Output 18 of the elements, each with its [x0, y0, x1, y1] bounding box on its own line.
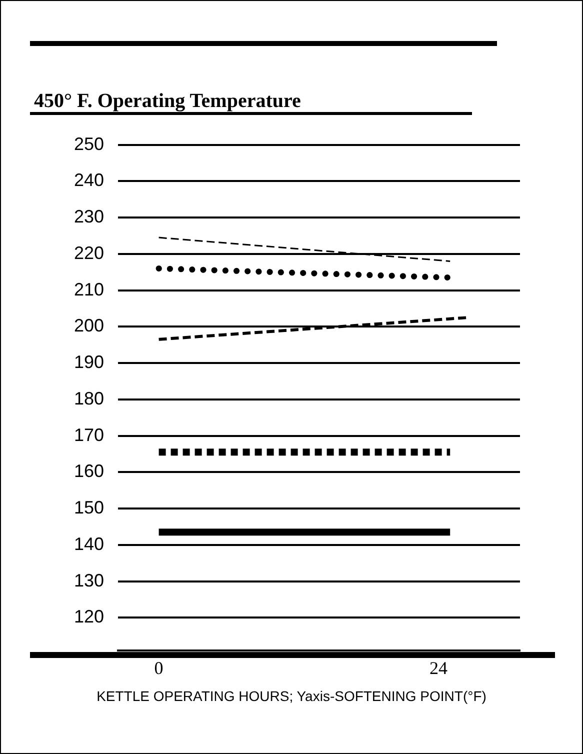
- y-tick-label: 190: [74, 352, 104, 372]
- x-tick-label: 24: [429, 658, 448, 678]
- y-tick-label: 220: [74, 242, 104, 263]
- y-tick-label: 200: [74, 316, 104, 336]
- y-tick-label: 170: [74, 424, 104, 445]
- y-tick-label: 130: [74, 570, 104, 590]
- y-tick-label: 120: [74, 606, 104, 627]
- y-tick-label: 140: [74, 534, 104, 554]
- y-tick-label: 250: [74, 134, 104, 154]
- y-tick-label: 150: [74, 498, 104, 518]
- y-tick-label: 230: [74, 206, 104, 227]
- y-tick-label: 240: [74, 170, 104, 190]
- y-tick-label: 210: [74, 279, 104, 300]
- x-tick-label: 0: [154, 658, 164, 678]
- x-axis-title: KETTLE OPERATING HOURS; Yaxis-SOFTENING POINT(°F): [96, 688, 488, 704]
- chart-title: 450° F. Operating Temperature: [34, 90, 301, 113]
- y-tick-label: 180: [74, 388, 104, 408]
- y-tick-label: 160: [74, 461, 104, 482]
